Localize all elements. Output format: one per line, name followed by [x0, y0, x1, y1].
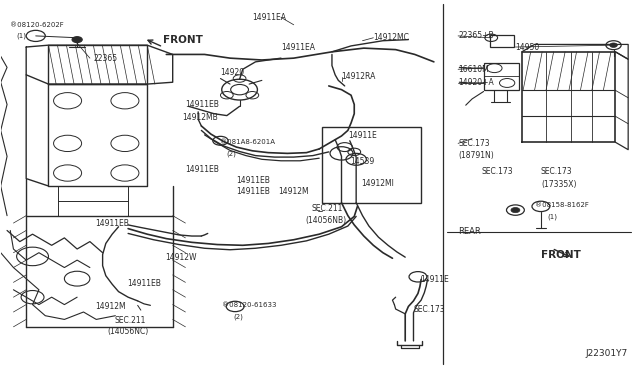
- Bar: [323, 127, 421, 203]
- Text: 14911EB: 14911EB: [95, 219, 129, 228]
- Text: 14911EA: 14911EA: [252, 13, 286, 22]
- Text: 14539: 14539: [350, 157, 374, 166]
- Text: 14912M: 14912M: [95, 302, 125, 311]
- Bar: [490, 35, 514, 47]
- Text: FRONT: FRONT: [541, 250, 580, 260]
- Text: 14911EB: 14911EB: [236, 187, 270, 196]
- Text: 14911EB: 14911EB: [186, 100, 220, 109]
- Text: (14056NB): (14056NB): [305, 216, 346, 225]
- Text: 14920+A: 14920+A: [458, 78, 494, 87]
- Text: (1): (1): [17, 33, 27, 39]
- Text: J22301Y7: J22301Y7: [586, 349, 628, 358]
- Text: 14912MI: 14912MI: [361, 179, 394, 187]
- Text: (1): (1): [547, 213, 557, 219]
- Text: ®08120-6202F: ®08120-6202F: [10, 22, 64, 28]
- Text: 14911EB: 14911EB: [236, 176, 270, 185]
- Text: SEC.173: SEC.173: [458, 139, 490, 148]
- Text: (14056NC): (14056NC): [108, 327, 149, 336]
- Text: 14950: 14950: [515, 42, 540, 51]
- Text: FRONT: FRONT: [163, 35, 203, 45]
- Text: 14911EB: 14911EB: [127, 279, 161, 288]
- Text: ®081A8-6201A: ®081A8-6201A: [220, 139, 275, 145]
- Text: 16610M: 16610M: [458, 65, 489, 74]
- Circle shape: [511, 208, 520, 213]
- Text: SEC.173: SEC.173: [482, 167, 513, 176]
- Text: (18791N): (18791N): [458, 151, 494, 160]
- Text: ®08120-61633: ®08120-61633: [222, 302, 277, 308]
- Text: 14911EA: 14911EA: [281, 42, 315, 51]
- Text: 14911E: 14911E: [348, 131, 376, 141]
- Text: SEC.173: SEC.173: [541, 167, 573, 176]
- Text: REAR: REAR: [458, 227, 481, 236]
- Circle shape: [72, 37, 82, 42]
- Bar: [49, 45, 147, 84]
- Text: (2): (2): [227, 150, 237, 157]
- Text: ®08158-8162F: ®08158-8162F: [534, 202, 588, 208]
- Text: 14920: 14920: [220, 68, 244, 77]
- Circle shape: [610, 43, 618, 47]
- Text: (2): (2): [233, 313, 243, 320]
- Text: SEC.211: SEC.211: [312, 205, 343, 214]
- Text: 14911E: 14911E: [420, 275, 449, 284]
- Text: 22365: 22365: [93, 54, 117, 62]
- Text: (17335X): (17335X): [541, 180, 577, 189]
- Text: 14912RA: 14912RA: [342, 72, 376, 81]
- Text: 14912M: 14912M: [278, 187, 308, 196]
- Text: SEC.173: SEC.173: [413, 305, 445, 314]
- Text: 14912MC: 14912MC: [373, 33, 409, 42]
- Text: 14912W: 14912W: [165, 253, 196, 262]
- Text: SEC.211: SEC.211: [114, 316, 145, 325]
- Text: 14912MB: 14912MB: [182, 113, 218, 122]
- Text: 22365+B: 22365+B: [458, 31, 493, 41]
- Bar: [484, 62, 518, 90]
- Text: 14911EB: 14911EB: [186, 165, 220, 174]
